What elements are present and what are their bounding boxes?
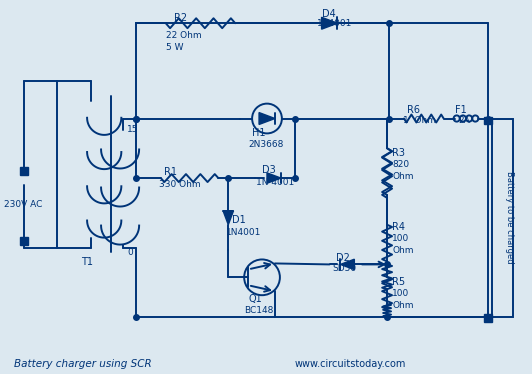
- Text: Ohm: Ohm: [392, 301, 413, 310]
- Text: R3: R3: [392, 148, 405, 158]
- Text: T1: T1: [81, 257, 94, 267]
- Text: Ohm: Ohm: [392, 246, 413, 255]
- Bar: [484, 117, 492, 125]
- Text: Ohm: Ohm: [392, 172, 413, 181]
- Text: R5: R5: [392, 278, 405, 287]
- Text: D2: D2: [336, 252, 351, 263]
- Text: Battery to be charged: Battery to be charged: [505, 171, 514, 264]
- Text: 1N 4001: 1N 4001: [256, 178, 294, 187]
- Text: www.circuitstoday.com: www.circuitstoday.com: [295, 359, 406, 369]
- Text: 1  Ohm: 1 Ohm: [403, 116, 436, 125]
- Text: 5 W: 5 W: [166, 43, 183, 52]
- Text: 820: 820: [392, 160, 409, 169]
- Text: D3: D3: [262, 165, 276, 175]
- Polygon shape: [259, 113, 275, 125]
- Text: SD50: SD50: [332, 264, 356, 273]
- Text: 1N4001: 1N4001: [226, 228, 262, 237]
- Bar: [20, 167, 28, 175]
- Text: Battery charger using SCR: Battery charger using SCR: [14, 359, 152, 369]
- Text: R2: R2: [173, 13, 187, 23]
- Text: 2N3668: 2N3668: [248, 140, 284, 149]
- Polygon shape: [321, 17, 337, 29]
- Text: 1N4001: 1N4001: [317, 19, 352, 28]
- Text: F1: F1: [454, 105, 467, 114]
- Text: D1: D1: [232, 215, 246, 225]
- Text: Q1: Q1: [248, 294, 262, 304]
- Text: 100: 100: [392, 234, 409, 243]
- Text: 0: 0: [127, 248, 133, 257]
- Polygon shape: [267, 173, 281, 183]
- Text: R4: R4: [392, 222, 405, 232]
- Text: H1: H1: [252, 128, 265, 138]
- Polygon shape: [223, 211, 234, 225]
- Text: 330 Ohm: 330 Ohm: [159, 180, 201, 189]
- Text: R1: R1: [164, 167, 177, 177]
- Bar: [484, 314, 492, 322]
- Text: 22 Ohm: 22 Ohm: [166, 31, 202, 40]
- Text: D4: D4: [321, 9, 335, 19]
- Bar: [492, 119, 513, 317]
- Text: 100: 100: [392, 289, 409, 298]
- Text: 15: 15: [127, 125, 138, 135]
- Text: 2A: 2A: [459, 116, 470, 125]
- Bar: [20, 237, 28, 245]
- Text: BC148: BC148: [244, 306, 273, 315]
- Text: 230V AC: 230V AC: [4, 200, 43, 209]
- Text: R6: R6: [407, 105, 420, 114]
- Polygon shape: [340, 259, 354, 270]
